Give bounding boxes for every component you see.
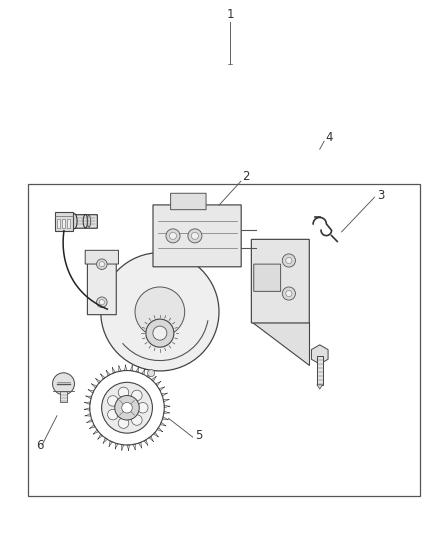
Circle shape xyxy=(99,300,105,305)
Circle shape xyxy=(282,254,295,267)
Polygon shape xyxy=(252,322,309,365)
Ellipse shape xyxy=(72,214,77,229)
Circle shape xyxy=(286,290,292,297)
Polygon shape xyxy=(163,399,169,402)
Circle shape xyxy=(138,402,148,413)
Polygon shape xyxy=(147,372,151,377)
Polygon shape xyxy=(127,445,130,450)
Circle shape xyxy=(135,287,185,337)
FancyBboxPatch shape xyxy=(317,356,322,385)
Polygon shape xyxy=(138,442,142,448)
Circle shape xyxy=(122,402,132,413)
Polygon shape xyxy=(160,422,166,426)
Ellipse shape xyxy=(83,215,88,228)
FancyBboxPatch shape xyxy=(88,253,116,314)
Circle shape xyxy=(148,369,155,377)
Bar xyxy=(28,184,420,496)
Polygon shape xyxy=(317,385,322,389)
Polygon shape xyxy=(152,376,156,382)
Circle shape xyxy=(99,262,105,267)
Polygon shape xyxy=(149,436,154,442)
Polygon shape xyxy=(311,345,328,364)
Circle shape xyxy=(131,415,142,425)
Polygon shape xyxy=(88,390,94,393)
Circle shape xyxy=(166,229,180,243)
Polygon shape xyxy=(93,430,99,434)
Circle shape xyxy=(96,259,107,270)
Polygon shape xyxy=(164,405,170,408)
Text: 1: 1 xyxy=(226,9,234,21)
Circle shape xyxy=(118,418,129,429)
Polygon shape xyxy=(133,444,135,450)
Circle shape xyxy=(53,373,74,395)
Polygon shape xyxy=(124,365,127,370)
Text: 5: 5 xyxy=(195,429,202,442)
Circle shape xyxy=(170,232,177,239)
Text: 3: 3 xyxy=(378,189,385,201)
Circle shape xyxy=(282,287,295,300)
Polygon shape xyxy=(115,443,118,449)
Polygon shape xyxy=(85,414,91,416)
Polygon shape xyxy=(84,408,90,410)
FancyBboxPatch shape xyxy=(55,212,73,231)
FancyBboxPatch shape xyxy=(67,219,70,228)
Polygon shape xyxy=(89,425,95,429)
Text: 2: 2 xyxy=(242,171,250,183)
Polygon shape xyxy=(164,411,170,414)
Circle shape xyxy=(101,253,219,371)
Circle shape xyxy=(115,395,139,420)
Polygon shape xyxy=(87,419,92,423)
Text: 4: 4 xyxy=(325,131,332,144)
Polygon shape xyxy=(91,384,97,388)
Polygon shape xyxy=(109,441,113,447)
Polygon shape xyxy=(141,369,145,375)
Circle shape xyxy=(188,229,202,243)
Polygon shape xyxy=(98,434,102,439)
FancyBboxPatch shape xyxy=(74,215,97,228)
Circle shape xyxy=(96,297,107,308)
Polygon shape xyxy=(162,393,167,396)
FancyBboxPatch shape xyxy=(57,219,60,228)
Polygon shape xyxy=(159,387,165,391)
Circle shape xyxy=(102,382,152,433)
Circle shape xyxy=(286,257,292,264)
Circle shape xyxy=(108,409,118,420)
Polygon shape xyxy=(103,438,107,443)
Polygon shape xyxy=(153,432,159,437)
Polygon shape xyxy=(136,366,139,373)
Polygon shape xyxy=(112,367,116,373)
Circle shape xyxy=(191,232,198,239)
Text: 6: 6 xyxy=(36,439,43,451)
Polygon shape xyxy=(130,365,133,371)
Polygon shape xyxy=(155,381,161,386)
FancyBboxPatch shape xyxy=(254,264,281,292)
Circle shape xyxy=(146,319,174,347)
Polygon shape xyxy=(100,374,105,379)
Circle shape xyxy=(131,390,142,401)
Polygon shape xyxy=(162,417,168,420)
Polygon shape xyxy=(106,370,110,376)
Circle shape xyxy=(108,395,118,406)
Polygon shape xyxy=(95,378,101,383)
FancyBboxPatch shape xyxy=(85,251,118,264)
Circle shape xyxy=(153,326,167,340)
FancyBboxPatch shape xyxy=(171,193,206,209)
Polygon shape xyxy=(85,402,90,405)
FancyBboxPatch shape xyxy=(251,239,309,323)
FancyBboxPatch shape xyxy=(62,219,65,228)
Polygon shape xyxy=(86,395,92,399)
Polygon shape xyxy=(119,366,121,372)
FancyBboxPatch shape xyxy=(60,391,67,402)
FancyBboxPatch shape xyxy=(153,205,241,267)
Circle shape xyxy=(118,387,129,398)
Polygon shape xyxy=(144,440,148,446)
Polygon shape xyxy=(121,445,124,450)
Polygon shape xyxy=(157,427,163,432)
